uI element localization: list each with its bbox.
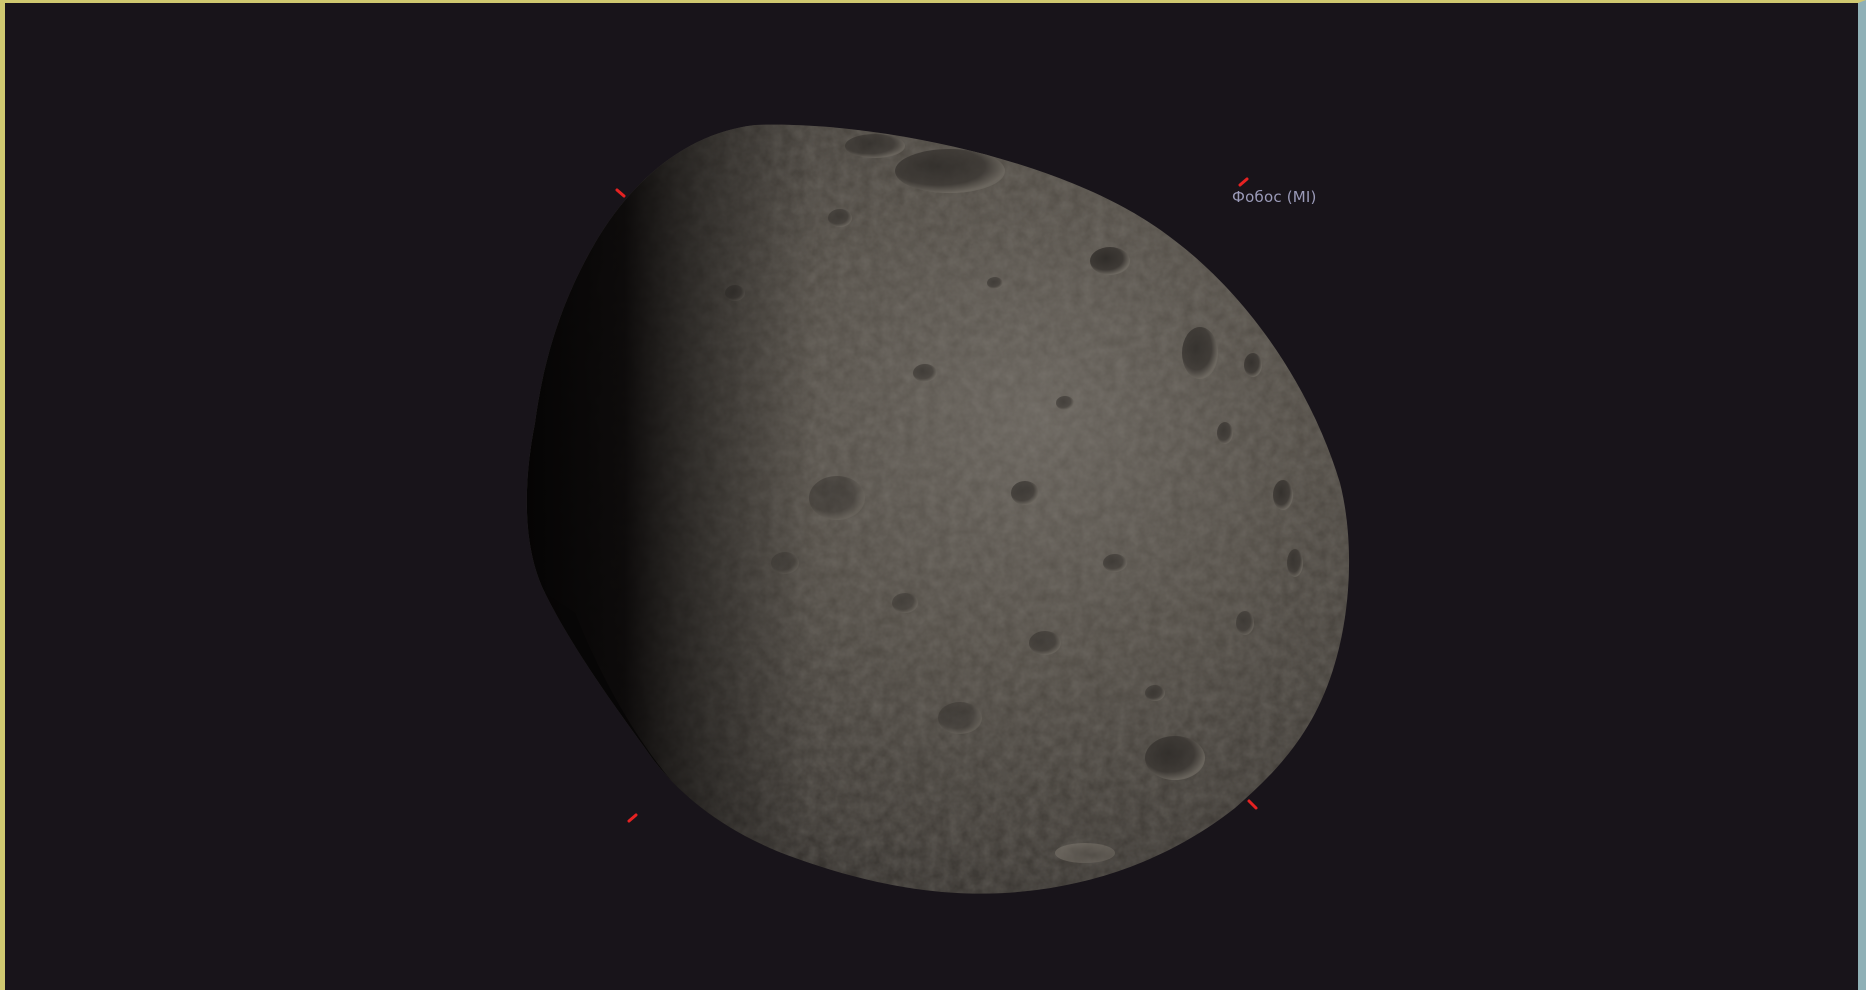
marker-top-left — [615, 188, 626, 198]
marker-bottom-right — [1247, 799, 1258, 810]
phobos-body[interactable] — [505, 103, 1385, 923]
selection-marker — [615, 177, 1258, 823]
marker-bottom-left — [627, 813, 638, 823]
terminator-shadow — [526, 124, 1350, 894]
selected-object-label: Фобос (MI) — [1232, 188, 1317, 206]
space-viewport[interactable]: Фобос (MI) — [5, 3, 1858, 990]
scene-canvas[interactable] — [5, 3, 1858, 990]
marker-top-right — [1238, 177, 1249, 187]
